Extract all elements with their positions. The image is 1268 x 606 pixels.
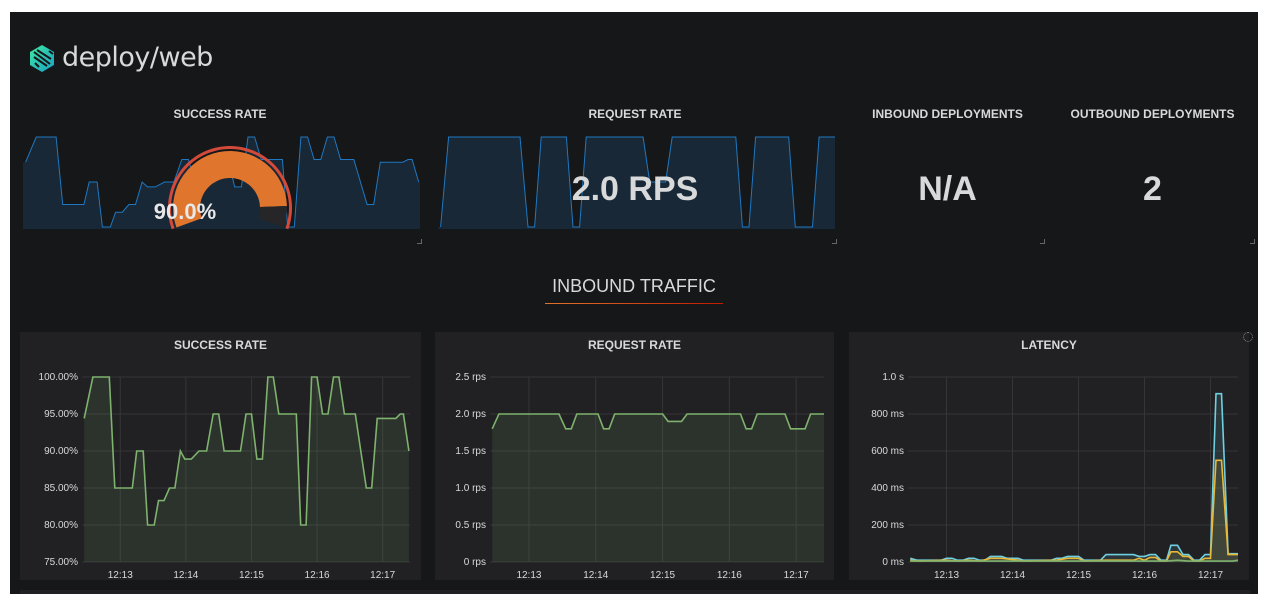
x-tick-label: 12:13: [934, 570, 959, 580]
x-tick-label: 12:14: [1000, 570, 1025, 580]
x-tick-label: 12:16: [1132, 570, 1157, 580]
panel-title: OUTBOUND DEPLOYMENTS: [1070, 107, 1235, 121]
panel-title: REQUEST RATE: [588, 107, 682, 121]
y-tick-label: 0 ms: [882, 557, 904, 568]
stat-inbound-deployments[interactable]: INBOUND DEPLOYMENTS N/A: [850, 100, 1045, 244]
dashboard-title-text: deploy/web: [62, 42, 213, 73]
y-tick-label: 90.00%: [44, 446, 78, 457]
y-tick-label: 400 ms: [871, 483, 904, 494]
x-tick-label: 12:17: [1198, 570, 1223, 580]
x-tick-label: 12:14: [583, 570, 608, 580]
outbound-deployments-value: 2: [1143, 170, 1162, 208]
gauge-remainder-arc: [258, 206, 287, 228]
y-tick-label: 600 ms: [871, 446, 904, 457]
x-tick-label: 12:13: [108, 570, 133, 580]
request-rate-chart: 0 rps 0.5 rps 1.0 rps 1.5 rps 2.0 rps 2.5 rps…: [455, 372, 824, 580]
series-line: [910, 559, 1238, 562]
stat-request-rate[interactable]: REQUEST RATE 2.0 RPS: [435, 100, 837, 244]
loading-spinner-icon: [1243, 332, 1253, 342]
panel-title: INBOUND DEPLOYMENTS: [872, 107, 1023, 121]
y-tick-label: 1.5 rps: [455, 446, 486, 457]
resize-handle[interactable]: [1250, 239, 1255, 244]
x-tick-label: 12:17: [784, 570, 809, 580]
y-tick-label: 2.5 rps: [455, 372, 486, 383]
series-line: [910, 459, 1238, 562]
panel-title: SUCCESS RATE: [173, 338, 268, 352]
series-line: [491, 413, 824, 430]
dashboard-title: deploy/web: [27, 42, 213, 73]
y-tick-label: 0.5 rps: [455, 520, 486, 531]
next-panel-edge: [20, 590, 1250, 594]
y-tick-label: 200 ms: [871, 520, 904, 531]
request-sparkline: [438, 136, 835, 229]
x-tick-label: 12:16: [305, 570, 330, 580]
y-tick-label: 75.00%: [44, 557, 78, 568]
success-rate-value: 90.0%: [153, 199, 217, 224]
series-area: [910, 460, 1238, 562]
x-tick-label: 12:15: [239, 570, 264, 580]
y-tick-label: 2.0 rps: [455, 409, 486, 420]
x-tick-label: 12:16: [717, 570, 742, 580]
panel-title: SUCCESS RATE: [173, 107, 267, 121]
panel-success-rate[interactable]: SUCCESS RATE 75.00% 80.00% 85.00% 90.00% 95.…: [20, 332, 421, 580]
row-title[interactable]: INBOUND TRAFFIC: [552, 276, 716, 296]
inbound-deployments-value: N/A: [918, 170, 977, 208]
panel-request-rate[interactable]: REQUEST RATE 0 rps 0.5 rps 1.0 rps 1.5 rps 2…: [435, 332, 834, 580]
x-tick-label: 12:15: [650, 570, 675, 580]
dashboard: deploy/web SUCCESS RATE 90.0% REQUEST RA…: [10, 12, 1258, 594]
panel-title: REQUEST RATE: [587, 338, 682, 352]
stat-outbound-deployments[interactable]: OUTBOUND DEPLOYMENTS 2: [1050, 100, 1255, 244]
x-tick-label: 12:15: [1066, 570, 1091, 580]
latency-chart: 0 ms 200 ms 400 ms 600 ms 800 ms 1.0 s 12:13 12…: [871, 372, 1238, 580]
series-area: [492, 414, 824, 562]
x-tick-label: 12:13: [516, 570, 541, 580]
y-tick-label: 80.00%: [44, 520, 78, 531]
linkerd-logo-icon: [30, 44, 54, 72]
y-tick-label: 0 rps: [464, 557, 486, 568]
request-rate-value: 2.0 RPS: [571, 170, 699, 208]
gauge-value-arc: [173, 151, 287, 228]
y-tick-label: 800 ms: [871, 409, 904, 420]
sparkline-line: [440, 136, 835, 228]
series-area: [910, 393, 1238, 562]
y-tick-label: 100.00%: [39, 372, 79, 383]
series-line: [83, 376, 410, 526]
panel-latency[interactable]: LATENCY 0 ms 200 ms 400 ms 600 ms 800 ms 1.0 …: [849, 332, 1249, 580]
y-tick-label: 1.0 s: [882, 372, 904, 383]
stat-success-rate[interactable]: SUCCESS RATE 90.0%: [20, 100, 422, 244]
x-tick-label: 12:14: [173, 570, 198, 580]
resize-handle[interactable]: [832, 239, 837, 244]
success-rate-chart: 75.00% 80.00% 85.00% 90.00% 95.00% 100.00% 12:…: [39, 372, 410, 580]
x-tick-label: 12:17: [370, 570, 395, 580]
success-gauge: [168, 145, 292, 230]
sparkline-area: [438, 137, 835, 229]
series-line: [909, 392, 1238, 561]
row-title-underline: [545, 303, 723, 304]
y-tick-label: 85.00%: [44, 483, 78, 494]
panel-title: LATENCY: [1021, 338, 1077, 352]
series-area: [84, 377, 409, 562]
y-tick-label: 1.0 rps: [455, 483, 486, 494]
resize-handle[interactable]: [417, 239, 422, 244]
y-tick-label: 95.00%: [44, 409, 78, 420]
resize-handle[interactable]: [1040, 239, 1045, 244]
